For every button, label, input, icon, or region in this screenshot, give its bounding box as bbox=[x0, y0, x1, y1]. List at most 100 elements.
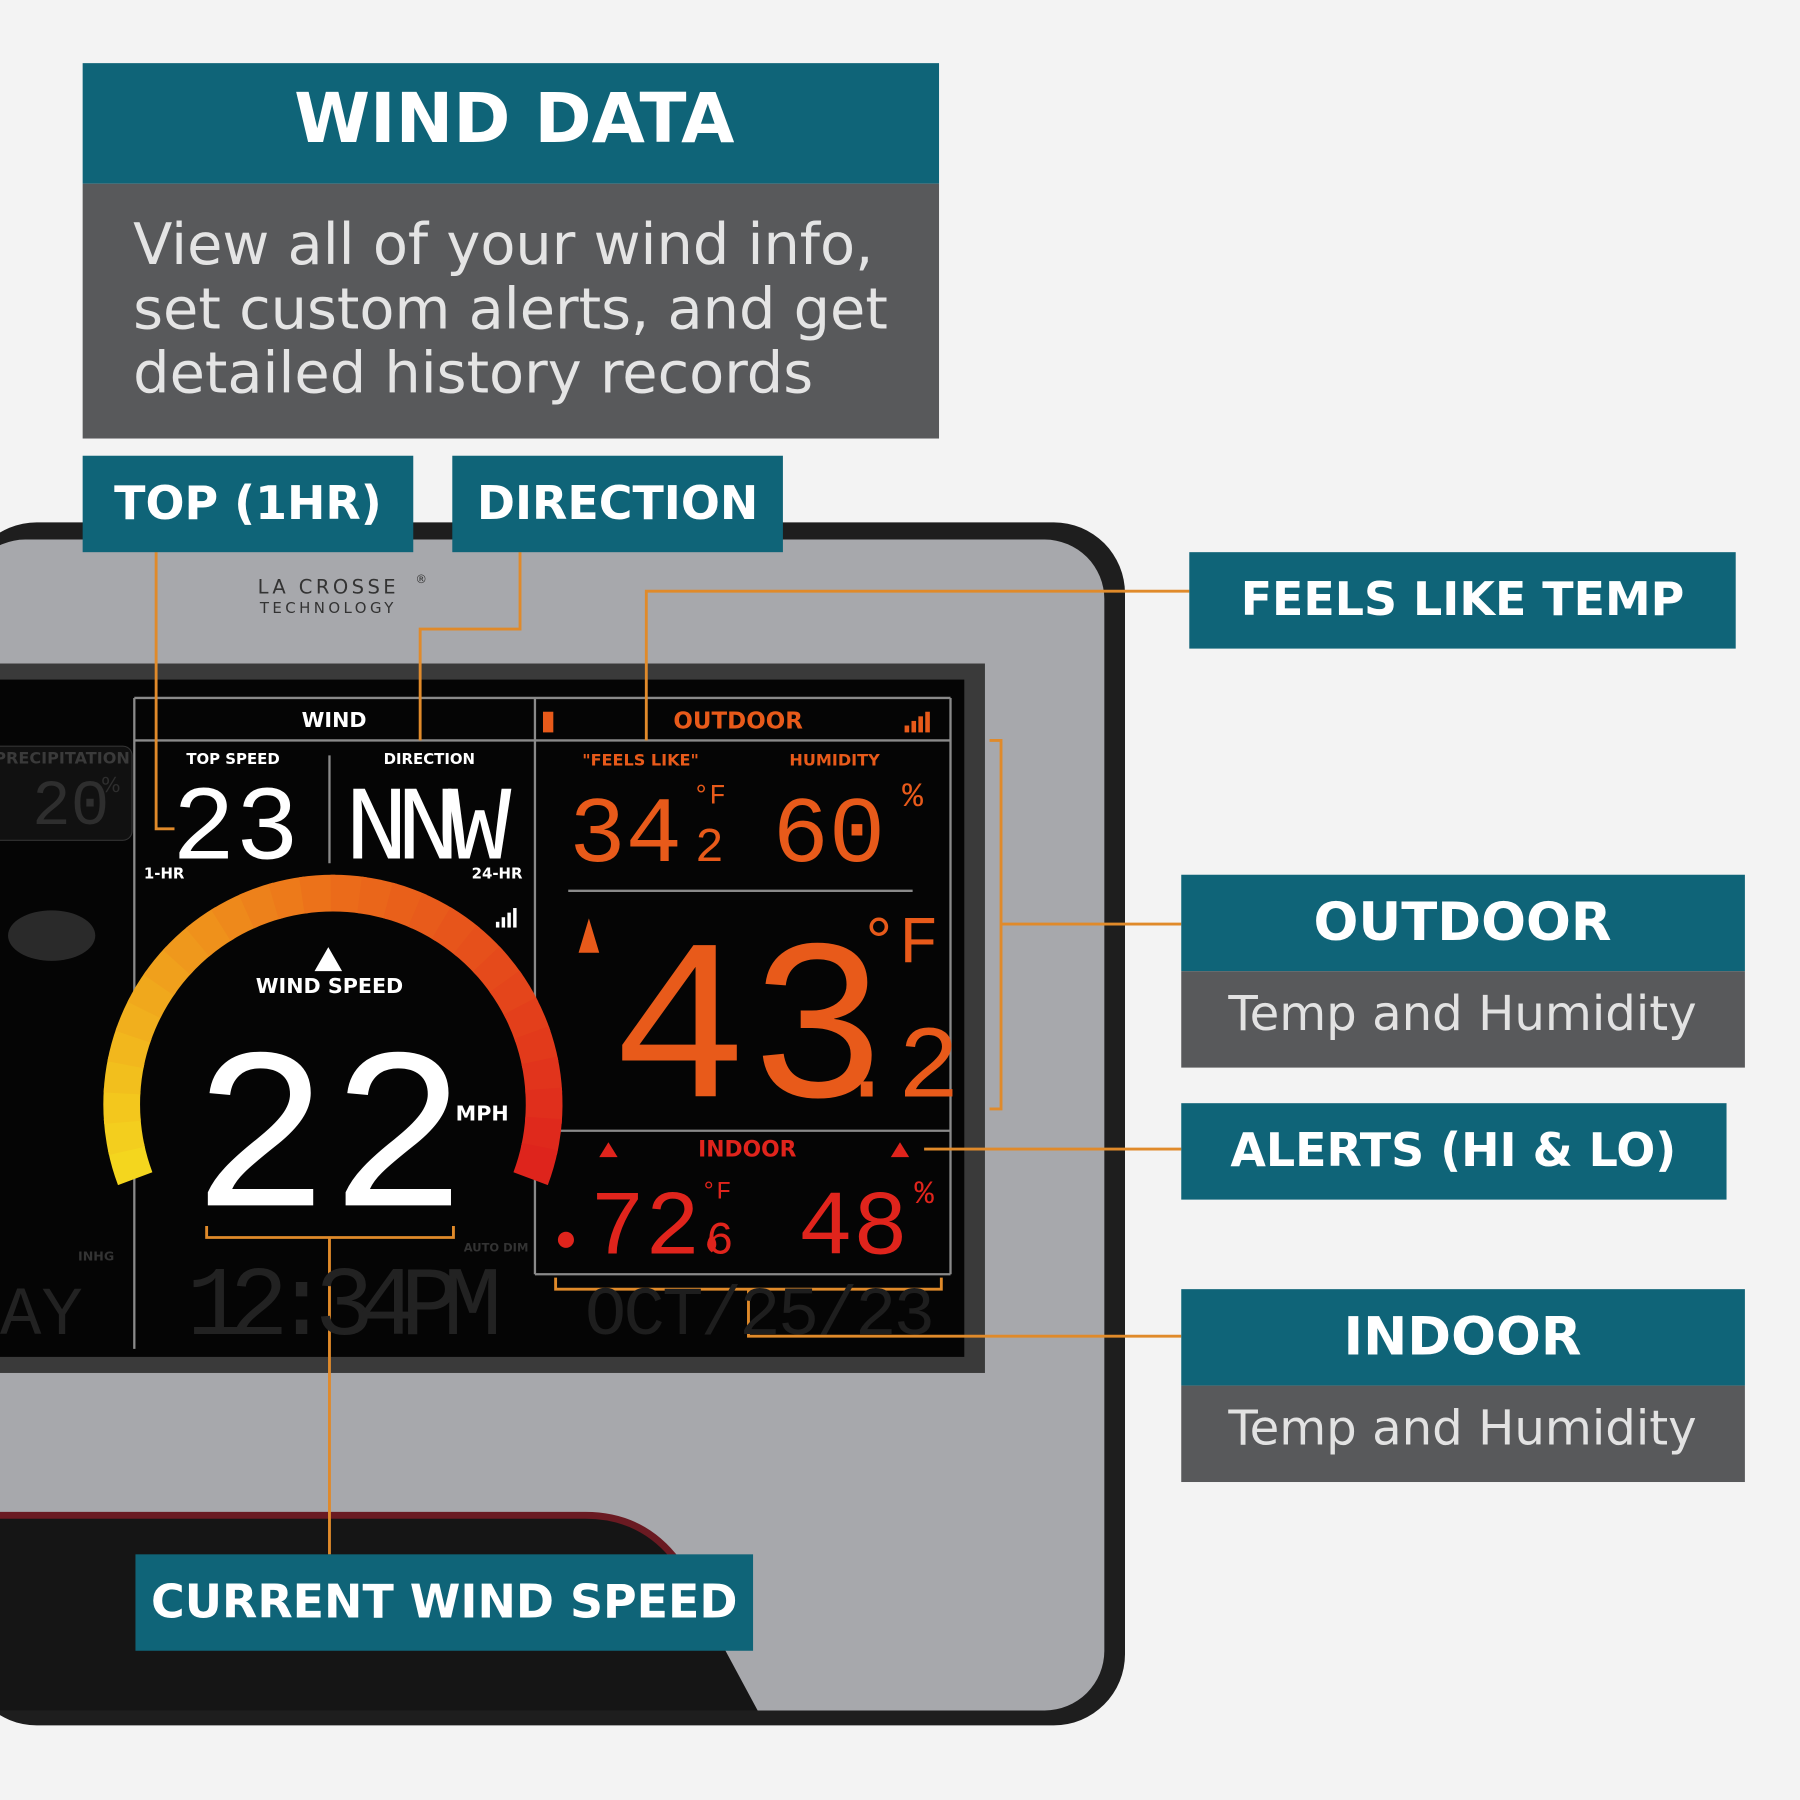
gauge-segment bbox=[268, 876, 309, 920]
gauge-segment bbox=[107, 1142, 153, 1186]
description-line: set custom alerts, and get bbox=[133, 275, 888, 342]
gauge-segment bbox=[103, 1116, 145, 1155]
callout-label: FEELS LIKE TEMP bbox=[1241, 572, 1685, 626]
gauge-segment bbox=[143, 946, 193, 996]
callout-sub-box bbox=[1181, 1385, 1745, 1483]
brand-mark: ® bbox=[416, 572, 427, 586]
callout-box bbox=[1181, 1103, 1727, 1200]
unit: °F bbox=[693, 782, 726, 813]
callout-label: INDOOR bbox=[1343, 1306, 1581, 1367]
label: HUMIDITY bbox=[789, 751, 880, 770]
callout-box bbox=[452, 455, 783, 553]
unit: % bbox=[902, 778, 923, 817]
screen bbox=[0, 679, 965, 1357]
title: WIND DATA bbox=[294, 79, 734, 159]
connector bbox=[154, 552, 175, 831]
drop-icon bbox=[707, 1234, 717, 1253]
humidity: 60 bbox=[772, 784, 885, 890]
indoor-temp-decimal: 6 bbox=[706, 1216, 734, 1268]
dim-value: 20 bbox=[32, 771, 109, 844]
unit: % bbox=[914, 1176, 934, 1213]
connector bbox=[644, 589, 1190, 741]
alert-icon bbox=[314, 947, 343, 972]
dim-label: INHG bbox=[78, 1248, 114, 1263]
wind-speed: 22 bbox=[192, 1014, 468, 1274]
signal-icon bbox=[904, 711, 930, 733]
layout bbox=[0, 63, 1745, 1726]
description-line: View all of your wind info, bbox=[133, 211, 873, 278]
indoor-temp: 72 bbox=[590, 1178, 700, 1282]
gauge-segment bbox=[330, 874, 367, 914]
indoor-title: INDOOR bbox=[698, 1137, 797, 1162]
feels-like-decimal: 2 bbox=[695, 822, 724, 876]
callout-box bbox=[1181, 874, 1745, 972]
gauge-segment bbox=[453, 925, 503, 975]
unit: °F bbox=[859, 907, 939, 982]
callout-label: DIRECTION bbox=[477, 476, 758, 530]
callout-box bbox=[135, 1554, 754, 1651]
callout-box bbox=[82, 455, 414, 553]
precip-panel bbox=[0, 745, 133, 841]
callout-sub-box bbox=[1181, 971, 1745, 1068]
label: "FEELS LIKE" bbox=[582, 751, 699, 770]
label: 1-HR bbox=[144, 865, 185, 883]
dim-day: AY bbox=[0, 1277, 83, 1355]
label: DIRECTION bbox=[384, 750, 475, 768]
cloud-icon bbox=[8, 910, 96, 961]
description-box bbox=[82, 183, 940, 439]
gauge-segment bbox=[162, 925, 213, 975]
callout-subtitle: Temp and Humidity bbox=[1227, 986, 1696, 1042]
top-speed: 23 bbox=[172, 771, 299, 891]
alert-icon bbox=[599, 1142, 618, 1158]
label: 24-HR bbox=[472, 865, 523, 883]
wind-gauge bbox=[103, 874, 563, 1186]
gauge-segment bbox=[299, 874, 336, 914]
callout-subtitle: Temp and Humidity bbox=[1227, 1401, 1696, 1457]
connector bbox=[418, 552, 522, 741]
brand-tagline: TECHNOLOGY bbox=[259, 599, 397, 617]
dim-time: 12:34PM bbox=[187, 1252, 503, 1364]
texts: WIND DATA View all of your wind info, se… bbox=[0, 79, 1697, 1628]
gauge-segment bbox=[472, 946, 523, 996]
gauge-segment bbox=[514, 1026, 559, 1069]
gauge-segment bbox=[103, 1087, 141, 1124]
label: TOP SPEED bbox=[186, 750, 279, 768]
battery-icon bbox=[542, 711, 554, 733]
callout-label: ALERTS (HI & LO) bbox=[1230, 1123, 1676, 1177]
callout-label: CURRENT WIND SPEED bbox=[151, 1574, 738, 1628]
gauge-segment bbox=[521, 1056, 563, 1095]
feels-like: 34 bbox=[569, 784, 682, 890]
title-box bbox=[82, 63, 940, 184]
connector bbox=[747, 1289, 1182, 1338]
dim-date: OCT/25/23 bbox=[585, 1277, 935, 1355]
indoor-humidity: 48 bbox=[798, 1178, 908, 1282]
callout-box bbox=[1181, 1289, 1745, 1386]
brand-name: LA CROSSE bbox=[258, 575, 399, 598]
wind-title: WIND bbox=[302, 708, 367, 732]
unit: °F bbox=[701, 1177, 731, 1206]
alert-icon bbox=[578, 918, 600, 953]
gauge-segment bbox=[525, 1087, 563, 1124]
dim-label: AUTO DIM bbox=[464, 1240, 529, 1254]
callout-box bbox=[1189, 552, 1736, 649]
alert-icon bbox=[890, 1142, 910, 1158]
label: WIND SPEED bbox=[256, 974, 403, 998]
callout-label: TOP (1HR) bbox=[114, 476, 382, 530]
gauge-segment bbox=[408, 892, 455, 941]
dim-label: PRECIPITATION bbox=[0, 748, 130, 767]
device-trim bbox=[0, 1511, 681, 1564]
gauge-segment bbox=[513, 1142, 558, 1186]
thermometer-icon bbox=[557, 1231, 574, 1248]
unit: MPH bbox=[456, 1102, 509, 1126]
gauge-segment bbox=[431, 907, 481, 957]
gauge-segment bbox=[127, 970, 177, 1019]
direction: NNW bbox=[345, 771, 512, 891]
outdoor-temp-decimal: .2 bbox=[836, 1011, 960, 1128]
description-line: detailed history records bbox=[133, 340, 813, 407]
callout-label: OUTDOOR bbox=[1313, 892, 1611, 953]
outdoor-title: OUTDOOR bbox=[673, 709, 803, 735]
outdoor-temp: 43 bbox=[611, 905, 887, 1165]
signal-icon bbox=[495, 908, 517, 928]
